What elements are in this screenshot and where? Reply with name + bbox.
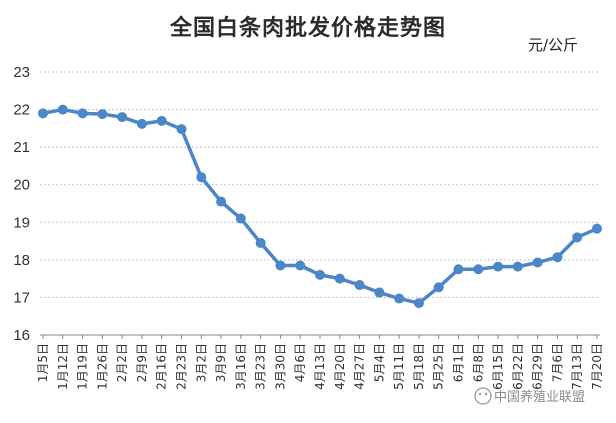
data-point <box>453 264 464 275</box>
x-tick-label: 6月15日 <box>491 343 505 390</box>
x-tick-label: 3月9日 <box>214 343 228 382</box>
data-point <box>156 115 167 126</box>
data-point <box>512 261 523 272</box>
x-tick-label: 7月20日 <box>590 343 604 390</box>
y-tick-label: 19 <box>13 214 30 231</box>
data-point <box>235 213 246 224</box>
data-point <box>473 264 484 275</box>
x-tick-label: 1月12日 <box>56 343 70 390</box>
data-point <box>97 109 108 120</box>
x-tick-label: 5月4日 <box>372 343 386 382</box>
x-tick-label: 6月22日 <box>511 343 525 390</box>
x-tick-label: 5月18日 <box>412 343 426 390</box>
x-tick-label: 3月16日 <box>234 343 248 390</box>
x-tick-label: 6月29日 <box>531 343 545 390</box>
data-point <box>572 232 583 243</box>
y-axis-ticks: 16 17 18 19 20 21 22 23 <box>13 64 30 344</box>
data-point <box>374 287 385 298</box>
data-point <box>493 261 504 272</box>
data-point <box>38 108 48 119</box>
watermark-text: 中国养殖业联盟 <box>494 389 585 405</box>
data-point <box>394 293 405 304</box>
data-point <box>57 104 68 115</box>
x-tick-label: 1月5日 <box>36 343 50 382</box>
data-point <box>77 108 88 119</box>
y-tick-label: 22 <box>13 102 30 119</box>
x-tick-label: 1月19日 <box>76 343 90 390</box>
data-point <box>255 237 266 248</box>
y-tick-label: 21 <box>13 139 30 156</box>
data-point <box>592 223 602 234</box>
x-tick-label: 3月2日 <box>194 343 208 382</box>
data-point <box>315 269 325 280</box>
data-point <box>532 257 543 268</box>
data-point <box>196 172 207 183</box>
x-tick-label: 4月20日 <box>333 343 347 390</box>
wechat-icon <box>474 387 492 405</box>
data-point <box>275 260 286 271</box>
x-tick-label: 4月13日 <box>313 343 327 390</box>
y-tick-label: 16 <box>13 327 30 344</box>
x-tick-label: 1月26日 <box>95 343 109 390</box>
data-point <box>295 260 306 271</box>
y-tick-label: 18 <box>13 252 30 269</box>
data-point <box>354 280 365 291</box>
x-tick-label: 2月16日 <box>155 343 169 390</box>
x-tick-label: 3月23日 <box>254 343 268 390</box>
unit-label: 元/公斤 <box>528 36 578 54</box>
x-tick-label: 2月2日 <box>115 343 129 382</box>
x-tick-label: 5月11日 <box>392 343 406 390</box>
x-tick-label: 7月13日 <box>570 343 584 390</box>
data-point <box>334 273 345 284</box>
x-tick-label: 6月1日 <box>452 343 466 382</box>
gridlines <box>40 71 600 298</box>
data-point <box>216 196 227 207</box>
y-tick-label: 20 <box>13 177 30 194</box>
x-tick-label: 3月30日 <box>273 343 287 390</box>
x-tick-label: 6月8日 <box>471 343 485 382</box>
x-tick-label: 4月6日 <box>293 343 307 382</box>
watermark: 中国养殖业联盟 <box>474 387 585 405</box>
x-tick-label: 7月6日 <box>550 343 564 382</box>
data-point <box>136 118 147 129</box>
x-tick-label: 2月9日 <box>135 343 149 382</box>
data-point <box>433 282 444 293</box>
x-tick-label: 4月27日 <box>353 343 367 390</box>
data-point <box>552 252 563 263</box>
y-tick-label: 17 <box>13 289 30 306</box>
data-point <box>176 124 187 135</box>
data-point <box>413 298 424 309</box>
x-tick-label: 5月25日 <box>432 343 446 390</box>
y-tick-label: 23 <box>13 64 30 81</box>
x-axis-ticks: 1月5日 1月12日 1月19日 1月26日 2月2日 2月9日 2月16日 2月23日 3月2… <box>36 335 604 390</box>
data-point <box>117 112 128 123</box>
chart-title: 全国白条肉批发价格走势图 <box>169 15 446 41</box>
series <box>38 104 602 309</box>
x-tick-label: 2月23日 <box>175 343 189 390</box>
